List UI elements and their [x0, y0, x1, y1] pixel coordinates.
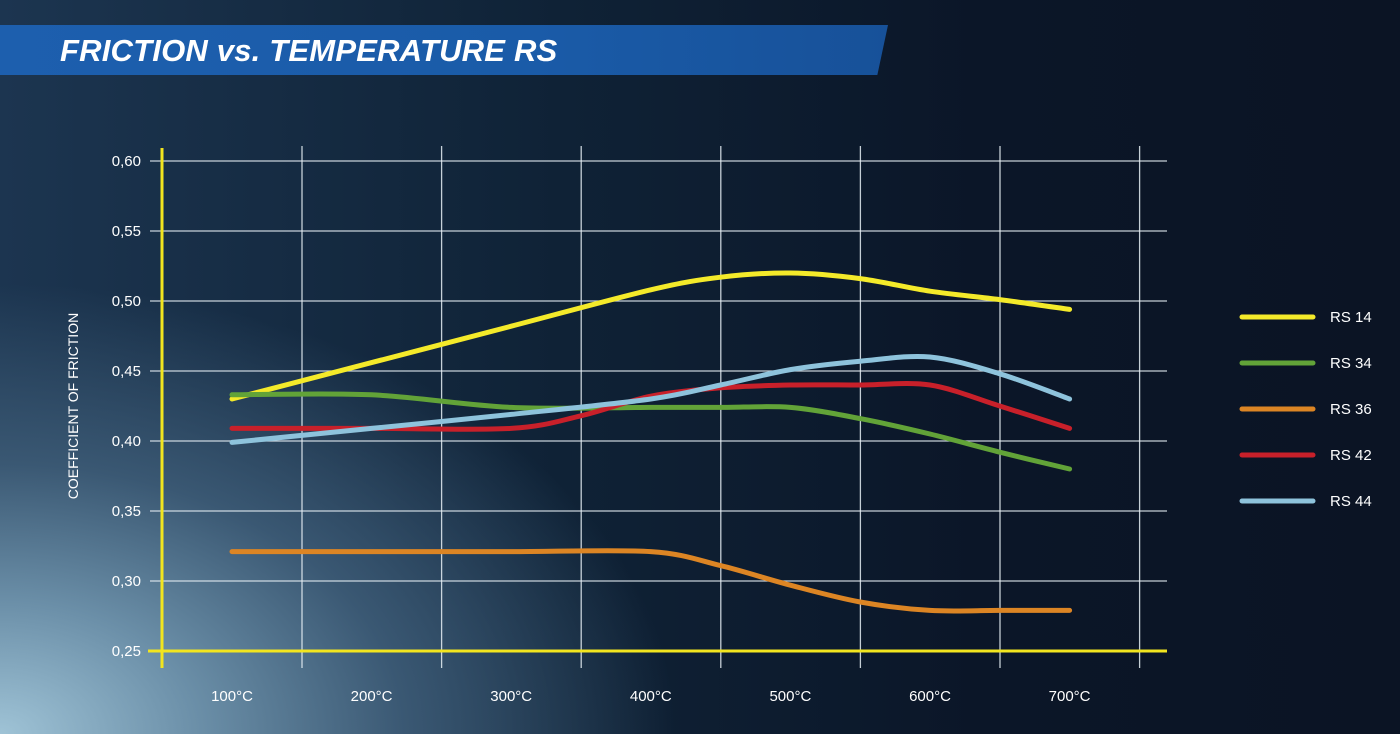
x-tick-labels: 100°C 200°C 300°C 400°C 500°C 600°C 700°C	[211, 688, 1091, 705]
title-banner	[0, 25, 888, 75]
legend-label-rs-34: RS 34	[1330, 355, 1372, 372]
x-tick-label: 300°C	[490, 688, 532, 705]
series-line-rs-36	[229, 548, 1073, 614]
legend-label-rs-44: RS 44	[1330, 493, 1372, 510]
y-tick-label: 0,55	[112, 223, 141, 240]
legend-label-rs-14: RS 14	[1330, 309, 1372, 326]
axes	[148, 148, 1167, 668]
series-line-rs-34	[229, 391, 1073, 472]
series-line-rs-44	[229, 353, 1073, 445]
series-lines	[229, 270, 1073, 614]
y-axis-label: COEFFICIENT OF FRICTION	[65, 313, 81, 499]
x-tick-label: 500°C	[769, 688, 811, 705]
legend: RS 14 RS 34 RS 36 RS 42 RS 44	[1239, 309, 1372, 510]
x-tick-label: 200°C	[351, 688, 393, 705]
y-tick-label: 0,45	[112, 363, 141, 380]
y-tick-label: 0,60	[112, 153, 141, 170]
x-tick-label: 700°C	[1049, 688, 1091, 705]
x-tick-label: 400°C	[630, 688, 672, 705]
legend-label-rs-42: RS 42	[1330, 447, 1372, 464]
x-tick-label: 600°C	[909, 688, 951, 705]
x-tick-label: 100°C	[211, 688, 253, 705]
y-tick-label: 0,40	[112, 433, 141, 450]
y-tick-label: 0,35	[112, 503, 141, 520]
y-tick-label: 0,25	[112, 643, 141, 660]
chart-title: FRICTION vs. TEMPERATURE RS	[60, 33, 558, 68]
y-tick-label: 0,50	[112, 293, 141, 310]
y-tick-label: 0,30	[112, 573, 141, 590]
series-line-rs-14	[229, 270, 1073, 402]
y-tick-labels: 0,25 0,30 0,35 0,40 0,45 0,50 0,55 0,60	[112, 153, 141, 660]
legend-label-rs-36: RS 36	[1330, 401, 1372, 418]
